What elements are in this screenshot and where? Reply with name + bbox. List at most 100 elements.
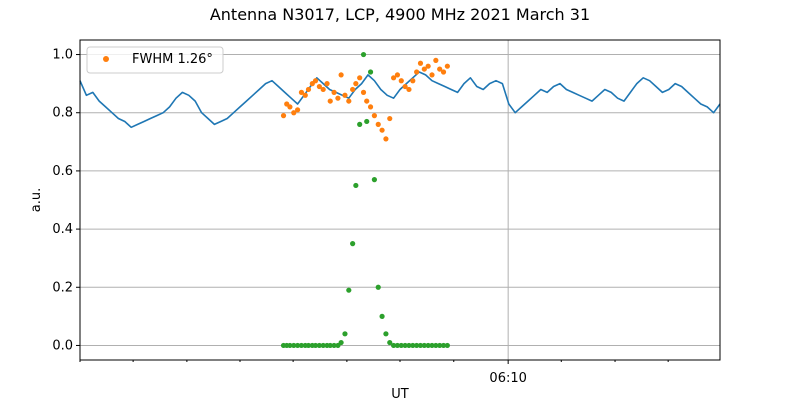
data-point [291,342,297,349]
data-point [342,92,348,98]
data-point [391,342,397,349]
data-point [414,69,420,75]
data-point [367,69,374,75]
data-point [379,127,385,133]
data-point [338,72,344,78]
data-point [383,136,389,142]
data-point [406,342,412,349]
data-point [295,107,301,113]
data-point [387,339,393,346]
data-point [324,81,330,87]
data-point [391,75,397,81]
legend-label: FWHM 1.26° [132,52,213,67]
data-point [402,342,408,349]
y-tick-label: 0.0 [52,338,73,353]
axis-ticks: 0.0 0.2 0.4 0.6 0.8 1.0 06:10 [52,48,669,386]
data-point [357,121,363,127]
data-point [367,104,374,110]
data-point [437,66,443,72]
data-point [398,78,404,84]
data-point [357,75,363,81]
data-point [327,98,333,104]
data-point [305,342,312,349]
y-tick-label: 0.2 [52,280,73,295]
data-point [298,342,305,349]
data-point [312,342,319,349]
legend: FWHM 1.26° [86,46,224,74]
y-tick-label: 0.8 [52,106,73,121]
chart-title: Antenna N3017, LCP, 4900 MHz 2021 March … [210,5,590,24]
data-point [371,177,377,183]
x-tick-label: 06:10 [489,371,526,386]
data-point [331,342,337,349]
data-point [364,118,370,125]
data-point [287,342,293,349]
data-point [440,342,447,349]
data-point [346,287,352,293]
data-point [414,342,420,349]
data-point [387,115,393,122]
series-line [79,71,721,129]
data-point [429,72,435,78]
data-point [338,339,344,346]
data-point [364,98,370,104]
data-point [312,78,319,84]
data-point [371,113,377,119]
data-point [410,342,416,349]
data-point [421,342,427,349]
data-point [375,121,381,127]
data-point [316,342,322,349]
data-point [360,51,367,58]
data-point [342,331,348,337]
data-point [316,83,322,90]
data-point [417,342,424,349]
data-point [440,69,447,75]
x-axis-label: UT [391,387,409,400]
data-point [353,182,359,189]
legend-box [86,46,224,74]
data-point [346,98,352,104]
data-point [398,342,404,349]
data-point [327,342,333,349]
data-point [375,284,381,290]
data-point [402,83,408,90]
y-tick-label: 0.6 [52,164,73,179]
data-point [444,342,450,349]
data-point [394,72,401,78]
data-point [331,89,337,95]
data-point [298,89,305,95]
data-point [379,313,385,319]
y-tick-label: 1.0 [52,48,73,63]
y-axis-label: a.u. [29,188,44,212]
data-point [425,342,431,349]
plot-frame [79,39,721,361]
data-point [320,342,326,349]
data-point [305,86,312,93]
data-point [295,342,301,349]
plot-series [79,51,721,349]
data-point [350,241,356,247]
data-point [421,66,427,72]
data-point [360,89,367,95]
data-point [335,95,341,101]
data-point [417,60,424,66]
grid [80,40,720,360]
data-point [433,57,439,63]
data-point [291,110,297,116]
data-point [302,92,308,98]
data-point [410,78,416,84]
data-point [350,86,356,93]
data-point [280,113,287,119]
legend-marker [103,56,109,62]
data-point [406,86,412,93]
data-point [320,86,326,93]
data-point [444,63,450,69]
data-point [394,342,401,349]
data-point [437,342,443,349]
data-point [287,104,293,110]
data-point [433,342,439,349]
data-point [353,81,359,87]
data-point [425,63,431,69]
data-point [383,331,389,337]
